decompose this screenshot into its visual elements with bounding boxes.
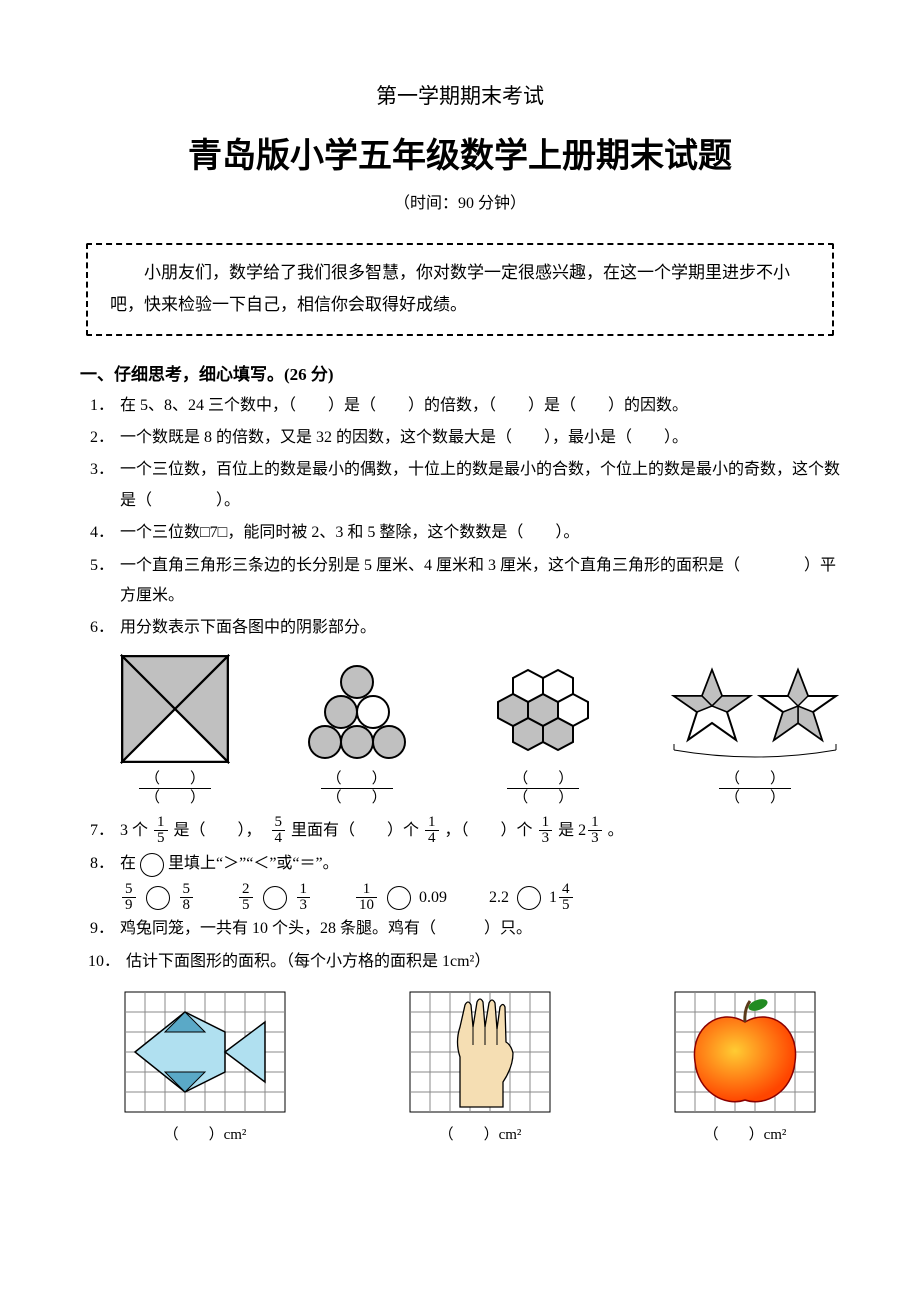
circle-blank-icon	[517, 886, 541, 910]
q3: 3． 一个三位数，百位上的数是最小的偶数，十位上的数是最小的合数，个位上的数是最…	[80, 455, 840, 516]
q10: 10． 估计下面图形的面积。（每个小方格的面积是 1cm²）	[80, 947, 840, 977]
q1-text: 在 5、8、24 三个数中，（ ）是（ ）的倍数，（ ）是（ ）的因数。	[120, 391, 840, 421]
notice-text: 小朋友们，数学给了我们很多智慧，你对数学一定很感兴趣，在这一个学期里进步不小吧，…	[110, 263, 790, 314]
q7-num: 7．	[80, 816, 120, 846]
cmp4: 2.2 145	[489, 882, 575, 915]
fish-grid-icon	[120, 987, 290, 1117]
grid-apple: （ ）cm²	[670, 987, 820, 1150]
duration: （时间：90 分钟）	[80, 189, 840, 213]
super-title: 第一学期期末考试	[80, 80, 840, 110]
fig-circles: （ ） （ ）	[297, 664, 417, 807]
q6: 6． 用分数表示下面各图中的阴影部分。	[80, 613, 840, 643]
q4-text: 一个三位数□7□，能同时被 2、3 和 5 整除，这个数数是（ ）。	[120, 518, 840, 548]
circle-blank-icon	[387, 886, 411, 910]
fig-stars: （ ） （ ）	[670, 664, 840, 807]
section-1-head: 一、仔细思考，细心填写。(26 分)	[80, 360, 840, 385]
circle-pyramid-icon	[297, 664, 417, 764]
fig-circles-blank: （ ） （ ）	[321, 770, 393, 807]
q10-figures: （ ）cm² （ ）cm²	[120, 987, 820, 1150]
q8-compare: 59 58 25 13 110 0.09 2.2 145	[120, 882, 840, 915]
q8-num: 8．	[80, 849, 120, 879]
q8: 8． 在里填上“＞”“＜”或“＝”。	[80, 849, 840, 879]
hand-grid-icon	[405, 987, 555, 1117]
q2-num: 2．	[80, 423, 120, 453]
q6-text: 用分数表示下面各图中的阴影部分。	[120, 613, 840, 643]
fig-hex-blank: （ ） （ ）	[507, 770, 579, 807]
grid-fish-cap: （ ）cm²	[120, 1121, 290, 1150]
notice-box: 小朋友们，数学给了我们很多智慧，你对数学一定很感兴趣，在这一个学期里进步不小吧，…	[86, 243, 834, 336]
q1: 1． 在 5、8、24 三个数中，（ ）是（ ）的倍数，（ ）是（ ）的因数。	[80, 391, 840, 421]
q9-num: 9．	[80, 914, 120, 944]
fig-square: （ ） （ ）	[120, 654, 230, 807]
frac-1-4: 14	[425, 815, 439, 848]
q2-text: 一个数既是 8 的倍数，又是 32 的因数，这个数最大是（ ），最小是（ ）。	[120, 423, 840, 453]
q5: 5． 一个直角三角形三条边的长分别是 5 厘米、4 厘米和 3 厘米，这个直角三…	[80, 551, 840, 612]
cmp1: 59 58	[120, 882, 195, 915]
q9: 9． 鸡兔同笼，一共有 10 个头，28 条腿。鸡有（ ）只。	[80, 914, 840, 944]
two-stars-icon	[670, 664, 840, 764]
q7: 7． 3 个 15 是（ ）， 54 里面有（ ）个 14 ，（ ）个 13 是…	[80, 815, 840, 848]
main-title: 青岛版小学五年级数学上册期末试题	[80, 128, 840, 177]
apple-grid-icon	[670, 987, 820, 1117]
frac-1-5: 15	[154, 815, 168, 848]
q6-figures: （ ） （ ） （ ） （ ）	[120, 654, 840, 807]
cmp3: 110 0.09	[354, 882, 447, 915]
q4-num: 4．	[80, 518, 120, 548]
q9-text: 鸡兔同笼，一共有 10 个头，28 条腿。鸡有（ ）只。	[120, 914, 840, 944]
exam-page: 第一学期期末考试 青岛版小学五年级数学上册期末试题 （时间：90 分钟） 小朋友…	[0, 0, 920, 1189]
q5-text: 一个直角三角形三条边的长分别是 5 厘米、4 厘米和 3 厘米，这个直角三角形的…	[120, 551, 840, 612]
q2: 2． 一个数既是 8 的倍数，又是 32 的因数，这个数最大是（ ），最小是（ …	[80, 423, 840, 453]
q3-num: 3．	[80, 455, 120, 516]
q10-num: 10．	[80, 947, 126, 977]
q7-text: 3 个 15 是（ ）， 54 里面有（ ）个 14 ，（ ）个 13 是 21…	[120, 815, 840, 848]
fig-stars-blank: （ ） （ ）	[719, 770, 791, 807]
grid-hand: （ ）cm²	[405, 987, 555, 1150]
grid-apple-cap: （ ）cm²	[670, 1121, 820, 1150]
q5-num: 5．	[80, 551, 120, 612]
hexagon-flower-icon	[483, 654, 603, 764]
q10-text: 估计下面图形的面积。（每个小方格的面积是 1cm²）	[126, 947, 840, 977]
q1-num: 1．	[80, 391, 120, 421]
question-list: 1． 在 5、8、24 三个数中，（ ）是（ ）的倍数，（ ）是（ ）的因数。 …	[80, 391, 840, 1150]
frac-5-4: 54	[272, 815, 286, 848]
grid-hand-cap: （ ）cm²	[405, 1121, 555, 1150]
circle-blank-icon	[263, 886, 287, 910]
square-diagonals-icon	[120, 654, 230, 764]
fig-square-blank: （ ） （ ）	[139, 770, 211, 807]
q4: 4． 一个三位数□7□，能同时被 2、3 和 5 整除，这个数数是（ ）。	[80, 518, 840, 548]
cmp2: 25 13	[237, 882, 312, 915]
q3-text: 一个三位数，百位上的数是最小的偶数，十位上的数是最小的合数，个位上的数是最小的奇…	[120, 455, 840, 516]
circle-blank-icon	[140, 853, 164, 877]
grid-fish: （ ）cm²	[120, 987, 290, 1150]
frac-1-3: 13	[539, 815, 553, 848]
q6-num: 6．	[80, 613, 120, 643]
q8-text: 在里填上“＞”“＜”或“＝”。	[120, 849, 840, 879]
mixed-2-1-3: 213	[578, 822, 604, 839]
fig-hexagons: （ ） （ ）	[483, 654, 603, 807]
circle-blank-icon	[146, 886, 170, 910]
